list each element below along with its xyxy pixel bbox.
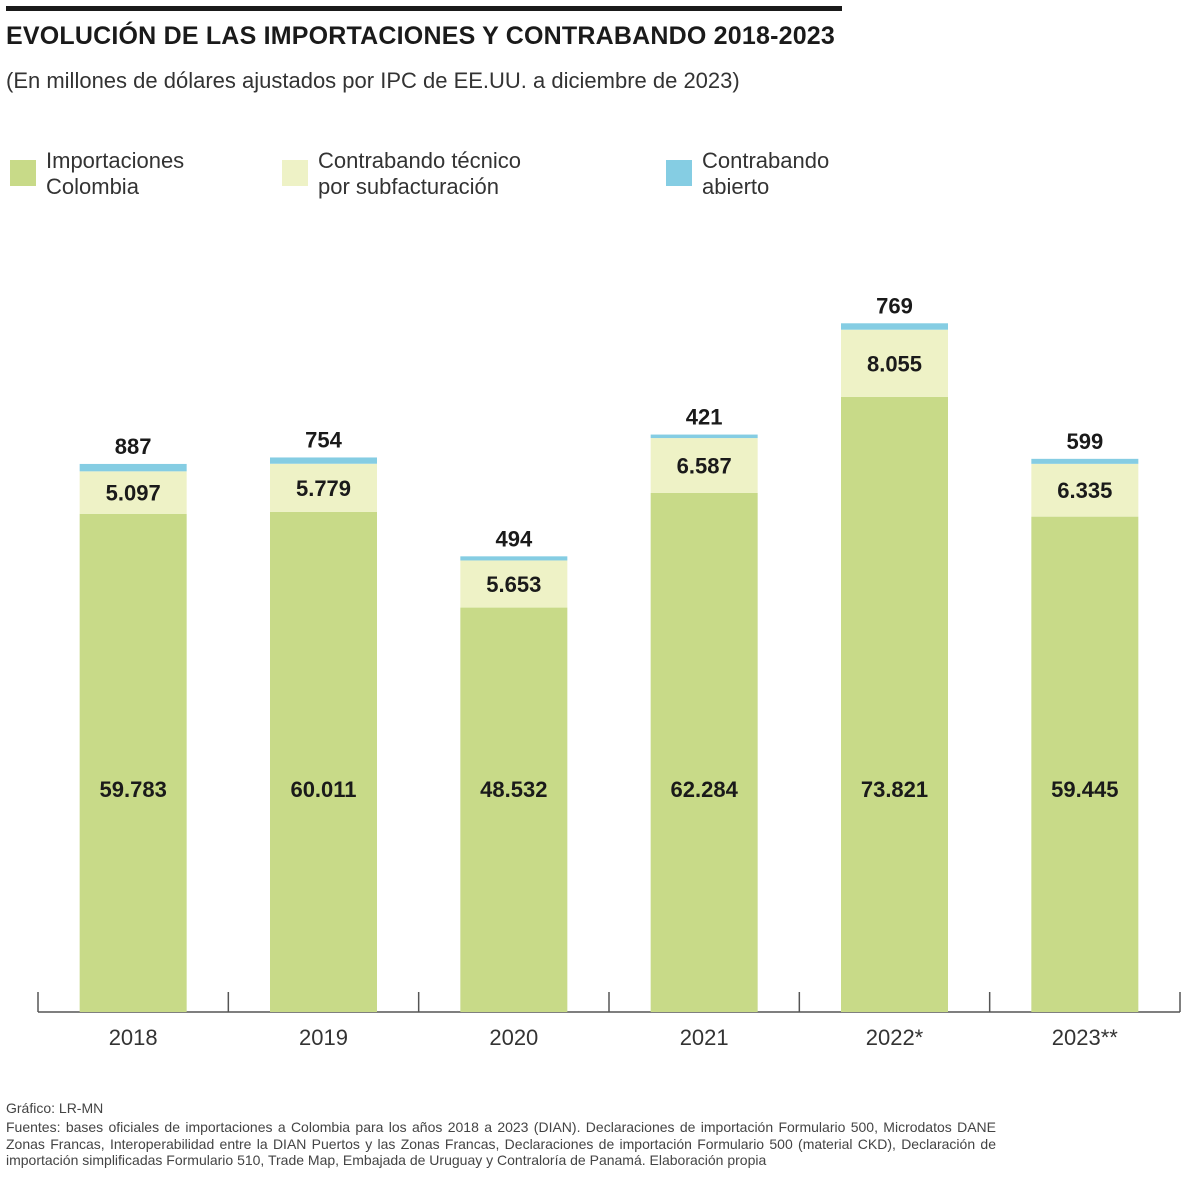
legend-label: Contrabando abierto [702, 148, 830, 199]
legend-swatch [282, 160, 308, 186]
data-label-contrabando-abierto: 494 [495, 526, 532, 551]
data-label-contrabando-abierto: 421 [686, 405, 723, 430]
data-label-contrabando-tecnico: 6.335 [1057, 478, 1112, 503]
x-tick-label: 2021 [680, 1025, 729, 1050]
data-label-contrabando-tecnico: 5.653 [486, 572, 541, 597]
data-label-importaciones: 59.783 [100, 777, 167, 802]
bar-segment-contrabando-tecnico [841, 329, 948, 397]
bar-segment-contrabando-abierto [79, 463, 187, 472]
data-label-contrabando-abierto: 599 [1066, 429, 1103, 454]
data-label-importaciones: 48.532 [480, 777, 547, 802]
bar-segment-contrabando-tecnico [270, 463, 377, 512]
legend-swatch [666, 160, 692, 186]
legend-item-contrabando-abierto: Contrabando abierto [666, 148, 829, 200]
x-tick-label: 2020 [489, 1025, 538, 1050]
top-rule [6, 6, 842, 11]
bar-segment-contrabando-tecnico [1031, 463, 1139, 517]
bar-segment-importaciones [270, 511, 377, 1012]
data-label-contrabando-abierto: 769 [876, 293, 913, 318]
chart-sources: Fuentes: bases oficiales de importacione… [6, 1119, 996, 1168]
chart-title: EVOLUCIÓN DE LAS IMPORTACIONES Y CONTRAB… [6, 22, 836, 50]
bar-segment-contrabando-abierto [1031, 458, 1139, 464]
legend-label: Importaciones Colombia [46, 148, 185, 199]
data-label-contrabando-abierto: 754 [305, 427, 342, 452]
data-label-contrabando-tecnico: 5.779 [296, 476, 351, 501]
bar-segment-importaciones [841, 396, 948, 1012]
bar-segment-importaciones [650, 492, 758, 1012]
legend-label: Contrabando técnico por subfacturación [318, 148, 522, 199]
data-label-contrabando-tecnico: 5.097 [106, 481, 161, 506]
bar-segment-contrabando-abierto [841, 323, 948, 330]
bar-segment-contrabando-tecnico [79, 471, 187, 514]
bar-segment-importaciones [79, 513, 187, 1012]
data-label-importaciones: 59.445 [1051, 777, 1118, 802]
bar-segment-contrabando-abierto [270, 457, 377, 464]
legend-item-contrabando-tecnico: Contrabando técnico por subfacturación [282, 148, 521, 200]
bar-segment-contrabando-tecnico [650, 438, 758, 493]
bar-segment-importaciones [460, 607, 568, 1012]
data-label-contrabando-tecnico: 8.055 [867, 351, 922, 376]
data-label-importaciones: 62.284 [671, 777, 739, 802]
data-label-contrabando-tecnico: 6.587 [677, 454, 732, 479]
bar-segment-contrabando-abierto [650, 434, 758, 439]
bar-segment-contrabando-tecnico [460, 560, 568, 608]
x-tick-label: 2018 [109, 1025, 158, 1050]
legend-item-importaciones: Importaciones Colombia [10, 148, 184, 200]
x-tick-label: 2023** [1052, 1025, 1119, 1050]
x-tick-label: 2019 [299, 1025, 348, 1050]
bar-segment-contrabando-abierto [460, 556, 568, 561]
chart-subtitle: (En millones de dólares ajustados por IP… [6, 68, 740, 93]
x-tick-label: 2022* [866, 1025, 924, 1050]
chart-credit: Gráfico: LR-MN [6, 1100, 104, 1116]
data-label-contrabando-abierto: 887 [115, 434, 152, 459]
data-label-importaciones: 60.011 [290, 777, 356, 802]
legend-swatch [10, 160, 36, 186]
bar-segment-importaciones [1031, 516, 1139, 1012]
data-label-importaciones: 73.821 [861, 777, 928, 802]
